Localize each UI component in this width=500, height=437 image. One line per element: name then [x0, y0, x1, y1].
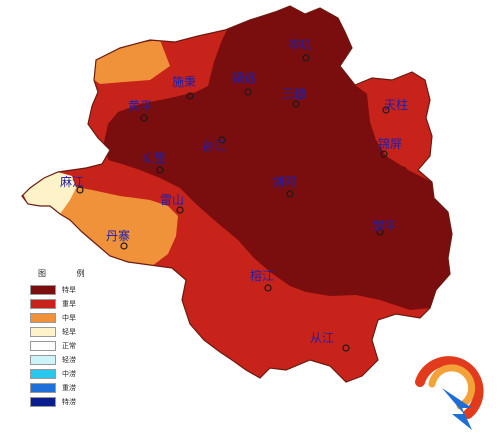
legend-swatch: [30, 341, 56, 351]
legend-swatch: [30, 313, 56, 323]
zone-severe-east: [366, 72, 432, 170]
city-congjiang: 从江: [310, 331, 350, 352]
city-label: 黄平: [128, 99, 152, 113]
city-label: 镇远: [232, 71, 256, 85]
city-label: 麻江: [60, 174, 84, 189]
city-sansui: 三穗: [282, 87, 306, 108]
city-majiang: 麻江: [60, 174, 84, 194]
legend-label: 重旱: [62, 300, 76, 308]
legend-item: 重涝: [30, 381, 100, 395]
city-label: 锦屏: [378, 137, 402, 151]
legend-swatch: [30, 299, 56, 309]
city-label: 岑巩: [288, 38, 312, 52]
city-tianzhu: 天柱: [382, 97, 408, 114]
city-label: 黎平: [372, 219, 396, 233]
city-label: 施秉: [172, 75, 196, 89]
legend-item: 中旱: [30, 311, 100, 325]
legend: 图 例 特旱重旱中旱轻旱正常轻涝中涝重涝特涝: [30, 268, 100, 409]
city-rongjiang: 榕江: [250, 268, 274, 292]
city-label: 台江: [202, 138, 226, 153]
city-danzhai: 丹寨: [106, 228, 130, 250]
city-label: 榕江: [250, 268, 274, 283]
legend-label: 正常: [62, 342, 76, 350]
legend-item: 特涝: [30, 395, 100, 409]
legend-label: 重涝: [62, 384, 76, 392]
city-label: 三穗: [282, 87, 306, 101]
city-label: 丹寨: [106, 228, 130, 243]
legend-label: 轻旱: [62, 328, 76, 336]
legend-title: 图 例: [38, 269, 99, 278]
city-jianhe: 剑河: [272, 174, 296, 198]
city-taijiang: 台江: [202, 136, 226, 153]
zone-moderate-southwest: [30, 184, 178, 266]
city-label: 剑河: [272, 174, 296, 189]
city-label: 凯里: [142, 151, 166, 165]
legend-swatch: [30, 327, 56, 337]
legend-item: 特旱: [30, 283, 100, 297]
city-kaili: 凯里: [142, 151, 166, 174]
city-liping: 黎平: [372, 219, 396, 236]
city-zhenyuan: 镇远: [232, 71, 256, 96]
legend-swatch: [30, 383, 56, 393]
legend-item: 轻涝: [30, 353, 100, 367]
legend-swatch: [30, 397, 56, 407]
legend-label: 特涝: [62, 398, 76, 406]
logo-icon: [415, 356, 484, 430]
legend-item: 中涝: [30, 367, 100, 381]
city-cengong: 岑巩: [288, 38, 312, 62]
city-label: 天柱: [384, 97, 408, 112]
city-label: 雷山: [160, 193, 184, 207]
zone-extreme: [104, 6, 452, 310]
city-leishan: 雷山: [160, 193, 184, 214]
legend-label: 轻涝: [62, 356, 76, 364]
legend-swatch: [30, 285, 56, 295]
legend-swatch: [30, 355, 56, 365]
city-label: 从江: [310, 331, 334, 345]
city-huangping: 黄平: [128, 99, 152, 122]
legend-label: 中涝: [62, 370, 76, 378]
legend-swatch: [30, 369, 56, 379]
city-shibing: 施秉: [172, 75, 196, 100]
legend-label: 特旱: [62, 286, 76, 294]
legend-item: 正常: [30, 339, 100, 353]
legend-item: 轻旱: [30, 325, 100, 339]
city-jinping: 锦屏: [378, 137, 402, 158]
legend-item: 重旱: [30, 297, 100, 311]
legend-label: 中旱: [62, 314, 76, 322]
